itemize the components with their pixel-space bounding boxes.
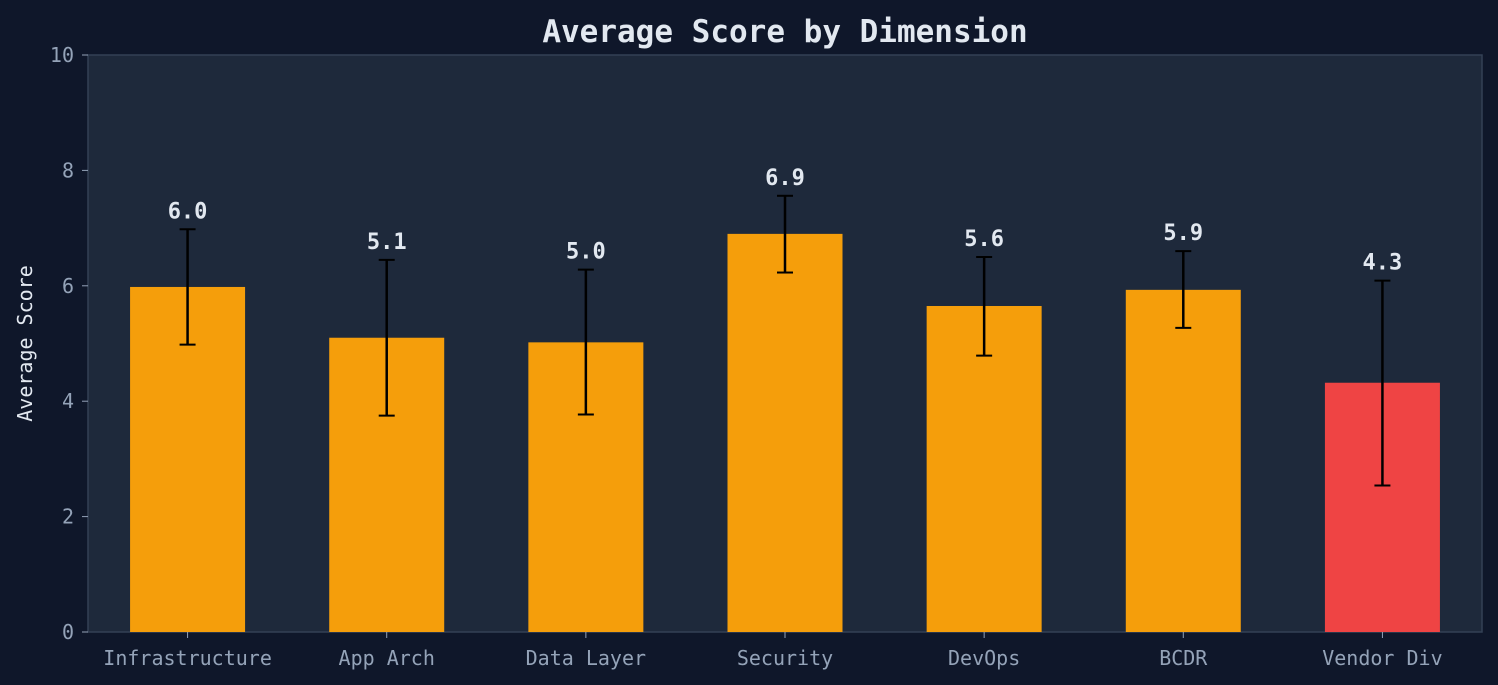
x-tick-label: BCDR [1159, 646, 1208, 670]
error-bar [179, 228, 196, 346]
bar-value-label: 5.1 [367, 230, 407, 255]
error-bar [777, 194, 793, 274]
x-tick-label: Infrastructure [103, 646, 272, 670]
x-tick-label: Vendor Div [1322, 646, 1442, 670]
x-tick-label: App Arch [339, 646, 435, 670]
bar-value-label: 4.3 [1363, 251, 1403, 276]
y-tick-label: 8 [62, 158, 74, 182]
bar-value-label: 5.6 [964, 227, 1004, 252]
y-tick-label: 2 [62, 505, 74, 529]
x-tick-label: DevOps [948, 646, 1020, 670]
y-axis-ticks: 0 2 4 6 8 10 [50, 43, 88, 644]
bar-value-label: 6.9 [765, 166, 805, 191]
error-bar [378, 258, 395, 417]
bar [727, 233, 843, 632]
x-axis-ticks: Infrastructure App Arch Data Layer Security… [103, 632, 1443, 670]
error-bar [1374, 279, 1391, 487]
x-tick-label: Data Layer [526, 646, 646, 670]
y-tick-label: 10 [50, 43, 74, 67]
bar-value-label: 5.9 [1163, 221, 1203, 246]
error-bar [976, 255, 993, 357]
bar-value-label: 6.0 [168, 199, 208, 224]
bar-value-label: 5.0 [566, 240, 606, 265]
y-axis-label: Average Score [13, 265, 37, 422]
x-tick-label: Security [737, 646, 833, 670]
bar-value-labels: 6.0 5.1 5.0 6.9 5.6 5.9 4.3 [168, 166, 1403, 276]
bar [1125, 289, 1241, 632]
chart-title: Average Score by Dimension [542, 14, 1027, 50]
y-tick-label: 4 [62, 389, 74, 413]
error-bar [1175, 250, 1192, 329]
bar [926, 305, 1042, 632]
error-bar [577, 268, 594, 416]
error-bars [179, 194, 1391, 487]
y-tick-label: 0 [62, 620, 74, 644]
y-tick-label: 6 [62, 274, 74, 298]
